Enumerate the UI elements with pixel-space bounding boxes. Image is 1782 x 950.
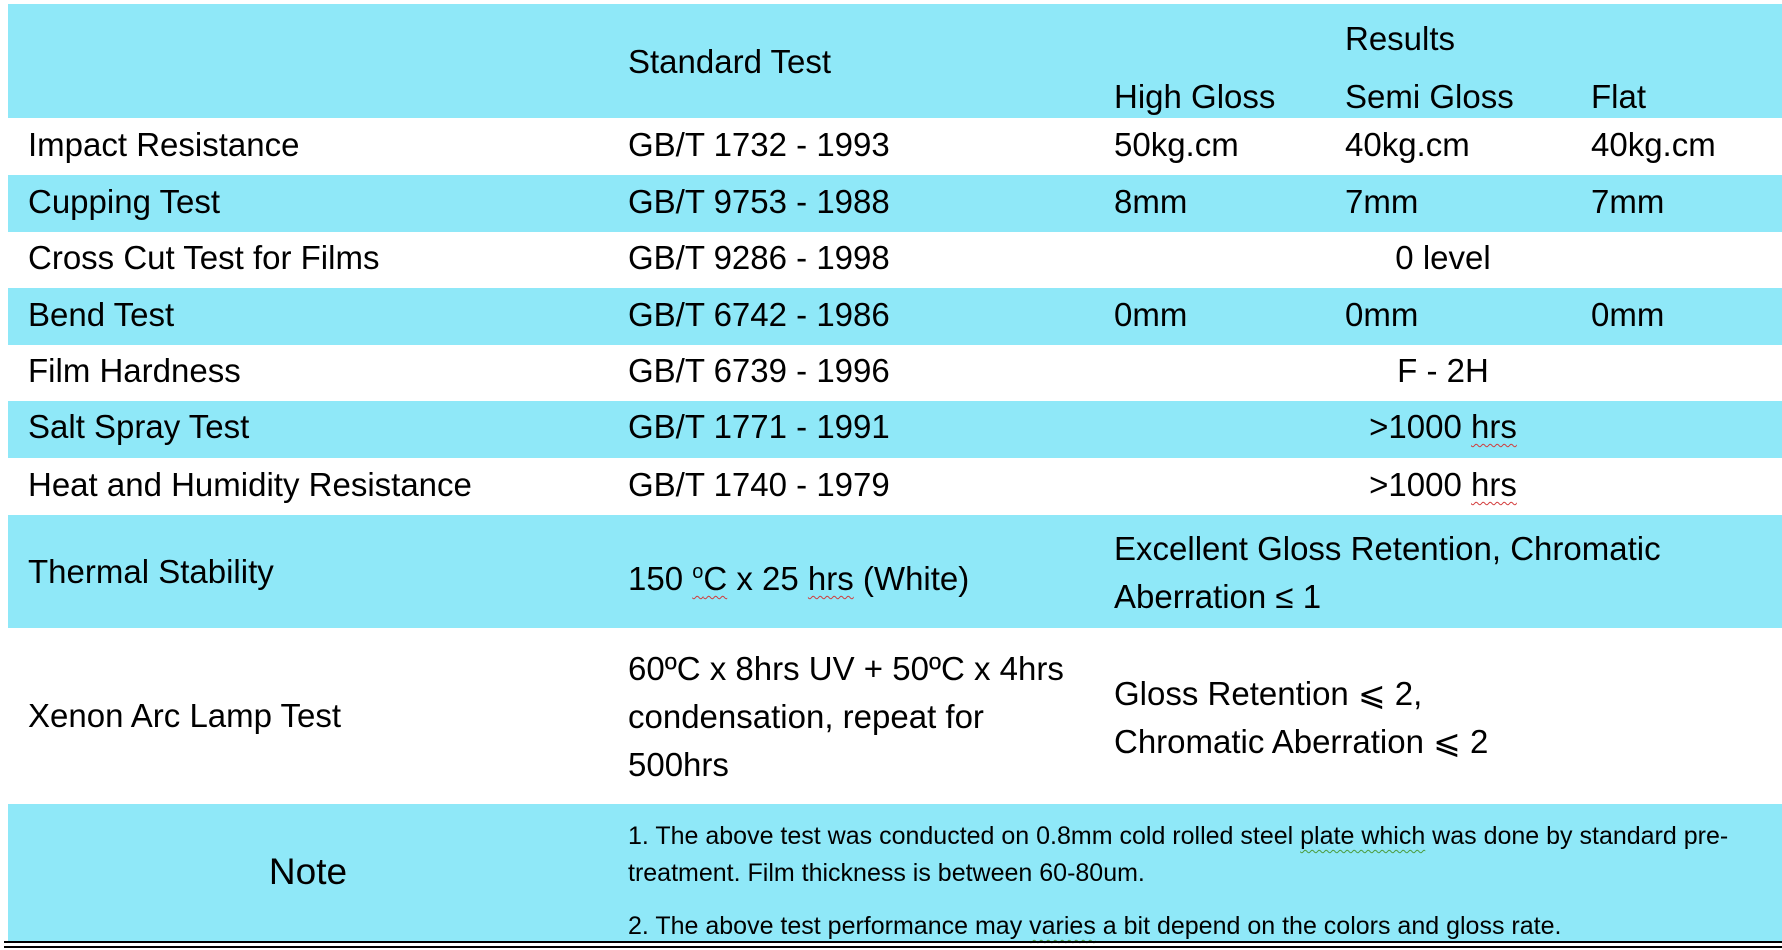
- table-row: Bend Test GB/T 6742 - 1986 0mm 0mm 0mm: [8, 288, 1782, 345]
- table-row: Salt Spray Test GB/T 1771 - 1991 >1000 h…: [8, 401, 1782, 458]
- note-line-2: 2. The above test performance may varies…: [628, 908, 1778, 945]
- table-row: Xenon Arc Lamp Test 60ºC x 8hrs UV + 50º…: [8, 628, 1782, 804]
- high-gloss-value: 0mm: [1114, 296, 1188, 333]
- standard-code: GB/T 1740 - 1979: [628, 466, 890, 503]
- flat-value: 40kg.cm: [1591, 126, 1716, 163]
- test-name: Thermal Stability: [28, 553, 274, 590]
- test-name: Xenon Arc Lamp Test: [28, 697, 342, 734]
- high-gloss-value: 50kg.cm: [1114, 126, 1239, 163]
- standard-condition: 150 oC x 25 hrs (White): [628, 548, 969, 603]
- result-unit: hrs: [1471, 408, 1517, 445]
- result-line-1: Gloss Retention ⩽ 2,: [1114, 675, 1423, 712]
- condition-duration: x 25: [727, 560, 808, 597]
- flat-value: 7mm: [1591, 183, 1665, 220]
- table-row: Thermal Stability 150 oC x 25 hrs (White…: [8, 515, 1782, 628]
- note-label: Note: [268, 851, 348, 892]
- high-gloss-value: 8mm: [1114, 183, 1188, 220]
- standard-code: GB/T 1771 - 1991: [628, 408, 890, 445]
- result-line-2: Chromatic Aberration ⩽ 2: [1114, 723, 1489, 760]
- test-name: Bend Test: [28, 296, 175, 333]
- semi-gloss-value: 7mm: [1345, 183, 1419, 220]
- header-high-gloss: High Gloss: [1114, 78, 1276, 115]
- degree-sign: o: [692, 561, 704, 583]
- merged-result: F - 2H: [1397, 352, 1489, 389]
- table-row: Impact Resistance GB/T 1732 - 1993 50kg.…: [8, 118, 1782, 175]
- bottom-border: [4, 941, 1782, 943]
- table-row: Cross Cut Test for Films GB/T 9286 - 199…: [8, 232, 1782, 288]
- merged-result: >1000 hrs: [1114, 461, 1772, 509]
- note-1-grammar: plate which: [1300, 822, 1426, 850]
- header-row: Standard Test Results High Gloss Semi Gl…: [8, 4, 1782, 118]
- header-standard-test: Standard Test: [628, 43, 832, 80]
- condition-degree: oC: [692, 560, 727, 597]
- header-results: Results: [1345, 20, 1456, 57]
- test-name: Salt Spray Test: [28, 408, 250, 445]
- header-flat: Flat: [1591, 78, 1647, 115]
- flat-value: 0mm: [1591, 296, 1665, 333]
- note-2-grammar: varies: [1029, 912, 1096, 940]
- test-name: Cupping Test: [28, 183, 221, 220]
- bottom-border-double: [4, 946, 1782, 948]
- standard-condition: 60ºC x 8hrs UV + 50ºC x 4hrs condensatio…: [628, 650, 1064, 783]
- test-name: Film Hardness: [28, 352, 241, 389]
- result-prefix: >1000: [1369, 408, 1471, 445]
- test-name: Cross Cut Test for Films: [28, 239, 380, 276]
- result-prefix: >1000: [1369, 466, 1471, 503]
- table-row: Cupping Test GB/T 9753 - 1988 8mm 7mm 7m…: [8, 175, 1782, 232]
- result-unit: hrs: [1471, 466, 1517, 503]
- note-line-1: 1. The above test was conducted on 0.8mm…: [628, 818, 1778, 892]
- result-text: Excellent Gloss Retention, Chromatic Abe…: [1114, 530, 1661, 615]
- standard-code: GB/T 9286 - 1998: [628, 239, 890, 276]
- standard-code: GB/T 9753 - 1988: [628, 183, 890, 220]
- note-1-start: 1. The above test was conducted on 0.8mm…: [628, 822, 1301, 850]
- semi-gloss-value: 40kg.cm: [1345, 126, 1470, 163]
- header-semi-gloss: Semi Gloss: [1345, 78, 1514, 115]
- table-row: Heat and Humidity Resistance GB/T 1740 -…: [8, 458, 1782, 515]
- note-row: Note 1. The above test was conducted on …: [8, 804, 1782, 941]
- note-2-end: a bit depend on the colors and gloss rat…: [1095, 912, 1562, 940]
- condition-unit: C: [703, 560, 728, 597]
- table-row: Film Hardness GB/T 6739 - 1996 F - 2H: [8, 345, 1782, 401]
- test-name: Heat and Humidity Resistance: [28, 466, 472, 503]
- standard-code: GB/T 1732 - 1993: [628, 126, 890, 163]
- condition-temp: 150: [628, 560, 693, 597]
- condition-note: (White): [853, 560, 970, 597]
- note-2-start: 2. The above test performance may: [628, 912, 1030, 940]
- note-1-end: was done by standard pre-treatment. Film…: [628, 822, 1729, 887]
- merged-result: 0 level: [1395, 239, 1491, 276]
- semi-gloss-value: 0mm: [1345, 296, 1419, 333]
- condition-hrs: hrs: [807, 560, 854, 597]
- standard-code: GB/T 6739 - 1996: [628, 352, 890, 389]
- merged-result: >1000 hrs: [1114, 403, 1772, 451]
- test-name: Impact Resistance: [28, 126, 300, 163]
- standard-code: GB/T 6742 - 1986: [628, 296, 890, 333]
